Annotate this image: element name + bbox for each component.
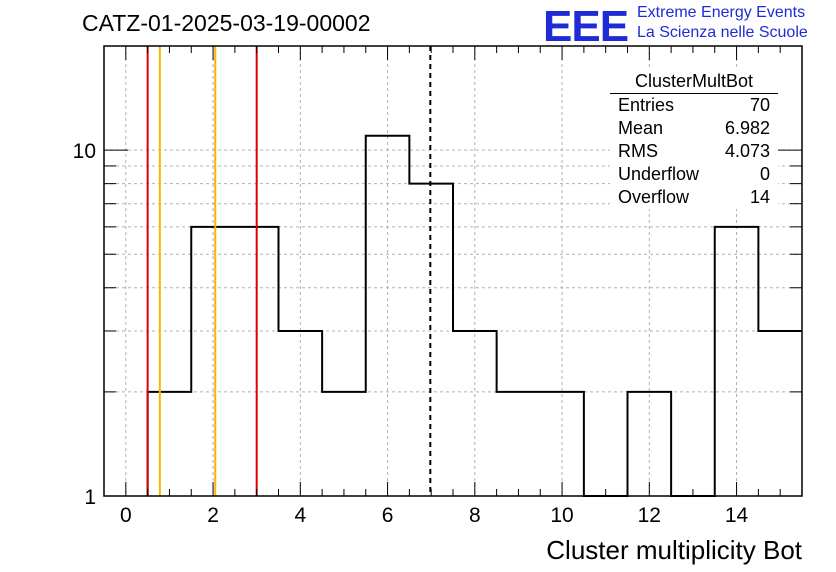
stats-label: Underflow xyxy=(618,164,700,184)
x-tick-label: 0 xyxy=(120,504,132,527)
histogram-bin xyxy=(366,136,410,496)
histogram-bin xyxy=(322,392,366,496)
stats-row-mean: Mean 6.982 xyxy=(610,117,778,140)
x-tick-label: 14 xyxy=(725,504,749,527)
eee-logo: EEE xyxy=(543,2,629,51)
org-name-line2: La Scienza nelle Scuole xyxy=(637,24,808,41)
stats-value: 0 xyxy=(759,164,770,184)
stats-row-overflow: Overflow 14 xyxy=(610,186,778,209)
stats-label: RMS xyxy=(618,141,658,161)
x-tick-label: 12 xyxy=(638,504,661,527)
stats-row-rms: RMS 4.073 xyxy=(610,140,778,163)
histogram-title: CATZ-01-2025-03-19-00002 xyxy=(82,10,371,36)
stats-value: 14 xyxy=(749,187,770,207)
stats-row-entries: Entries 70 xyxy=(610,94,778,117)
x-tick-label: 10 xyxy=(550,504,573,527)
x-tick-label: 4 xyxy=(294,504,306,527)
histogram-bin xyxy=(148,392,192,496)
stats-row-underflow: Underflow 0 xyxy=(610,163,778,186)
histogram-bin xyxy=(758,331,802,496)
stats-box-title: ClusterMultBot xyxy=(610,70,778,94)
x-axis-label: Cluster multiplicity Bot xyxy=(546,535,802,565)
org-name-line1: Extreme Energy Events xyxy=(637,4,806,21)
stats-label: Overflow xyxy=(618,187,690,207)
stats-value: 4.073 xyxy=(724,141,770,161)
histogram-bin xyxy=(497,392,541,496)
stats-value: 6.982 xyxy=(724,118,770,138)
stats-box: ClusterMultBot Entries 70 Mean 6.982 RMS… xyxy=(610,70,778,209)
x-tick-label: 6 xyxy=(382,504,394,527)
stats-value: 70 xyxy=(749,95,770,115)
x-tick-label: 8 xyxy=(469,504,481,527)
stats-label: Mean xyxy=(618,118,664,138)
x-tick-label: 2 xyxy=(207,504,219,527)
y-tick-label: 1 xyxy=(84,486,96,509)
stats-label: Entries xyxy=(618,95,675,115)
y-tick-label: 10 xyxy=(73,140,96,163)
